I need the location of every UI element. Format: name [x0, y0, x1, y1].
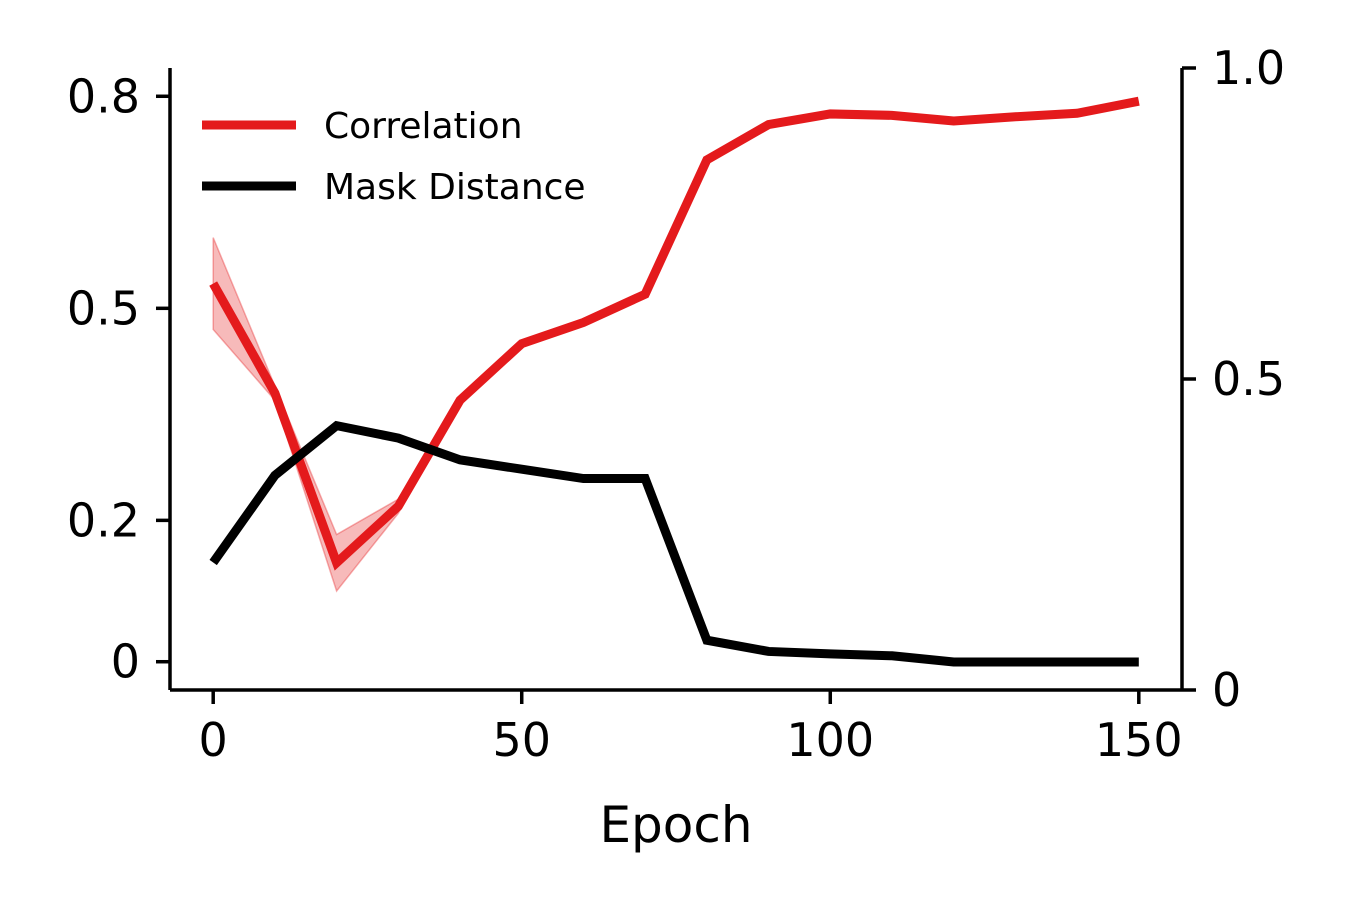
y-left-tick-label: 0 — [111, 635, 140, 689]
x-tick-label: 100 — [786, 713, 874, 767]
series-lines — [209, 96, 1140, 667]
ticks: 0 50 100 150 0 0.2 0.5 0.8 0 0.5 1.0 — [67, 41, 1285, 767]
legend-label-mask-distance: Mask Distance — [324, 167, 586, 208]
x-tick-label: 0 — [199, 713, 228, 767]
legend-label-correlation: Correlation — [324, 106, 523, 147]
y-left-tick-label: 0.8 — [67, 69, 140, 123]
x-axis-title: Epoch — [599, 796, 752, 854]
axes — [168, 68, 1184, 692]
y-right-tick-label: 0 — [1212, 663, 1241, 717]
mask-distance-line — [209, 420, 1139, 667]
correlation-line — [209, 96, 1140, 571]
x-tick-label: 50 — [492, 713, 551, 767]
y-left-tick-label: 0.2 — [67, 493, 140, 547]
y-right-tick-label: 0.5 — [1212, 352, 1285, 406]
x-tick-label: 150 — [1095, 713, 1183, 767]
y-right-tick-label: 1.0 — [1212, 41, 1285, 95]
y-left-tick-label: 0.5 — [67, 281, 140, 335]
legend: Correlation Mask Distance — [202, 106, 586, 208]
